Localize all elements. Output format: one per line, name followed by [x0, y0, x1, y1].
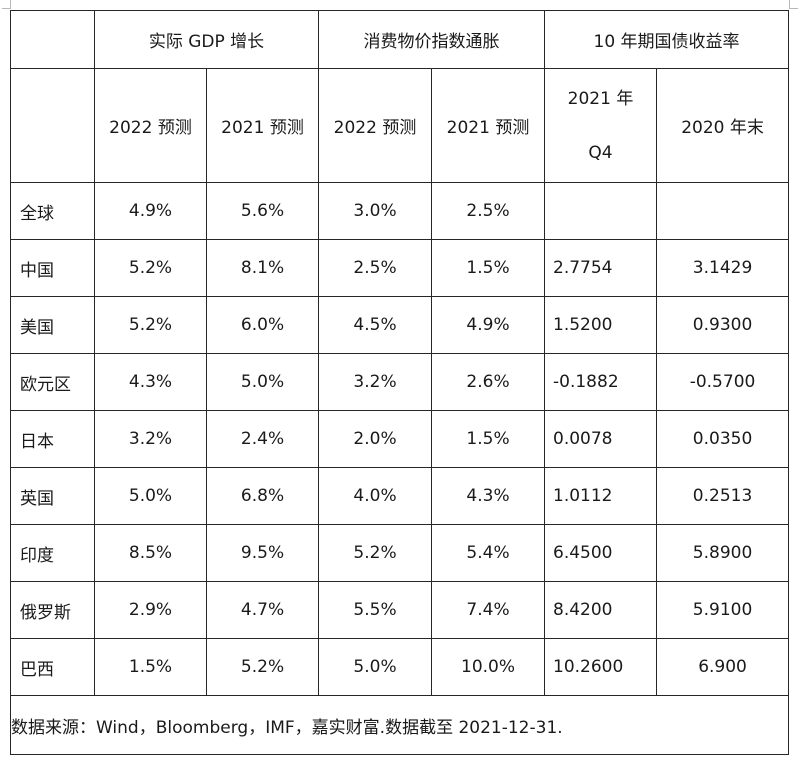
table-row: 俄罗斯 2.9% 4.7% 5.5% 7.4% 8.4200 5.9100 [10, 581, 790, 639]
region-cell: 中国 [10, 239, 95, 297]
table-row: 巴西 1.5% 5.2% 5.0% 10.0% 10.2600 6.900 [10, 638, 790, 696]
cpi-2021-cell: 1.5% [431, 239, 546, 297]
header-cpi-2022-forecast: 2022 预测 [318, 68, 433, 183]
cpi-2021-cell: 4.9% [431, 296, 546, 354]
cpi-2022-cell: 2.5% [318, 239, 433, 297]
bond-2020-cell: 3.1429 [656, 239, 790, 297]
cpi-2021-cell: 5.4% [431, 524, 546, 582]
header-gdp-2022-forecast: 2022 预测 [94, 68, 207, 183]
gdp-2022-cell: 4.3% [94, 353, 207, 411]
region-cell: 英国 [10, 467, 95, 525]
region-cell: 全球 [10, 182, 95, 240]
cpi-2022-cell: 5.5% [318, 581, 433, 639]
gdp-2021-cell: 5.2% [205, 638, 320, 696]
bond-q4-cell: 8.4200 [544, 581, 658, 639]
header-bond-2021-q4: 2021 年 Q4 [544, 68, 658, 183]
cpi-2022-cell: 3.0% [318, 182, 433, 240]
gdp-2022-cell: 2.9% [94, 581, 207, 639]
source-note: 数据来源：Wind，Bloomberg，IMF，嘉实财富.数据截至 2021-1… [9, 695, 790, 755]
gdp-2021-cell: 9.5% [205, 524, 320, 582]
gdp-2022-cell: 1.5% [94, 638, 207, 696]
bond-2020-cell: -0.5700 [656, 353, 790, 411]
bond-q4-cell: 0.0078 [544, 410, 658, 468]
page-corner-mark-left [2, 0, 11, 9]
gdp-2021-cell: 5.0% [205, 353, 320, 411]
header-10y-bond-yield: 10 年期国债收益率 [544, 10, 790, 69]
table-row: 印度 8.5% 9.5% 5.2% 5.4% 6.4500 5.8900 [10, 524, 790, 582]
header-bond-2021-q4-year: 2021 年 [567, 88, 634, 109]
gdp-2021-cell: 4.7% [205, 581, 320, 639]
header-gdp-2021-forecast: 2021 预测 [205, 68, 320, 183]
header-cpi-2021-forecast: 2021 预测 [431, 68, 546, 183]
gdp-2022-cell: 5.2% [94, 296, 207, 354]
gdp-2021-cell: 6.8% [205, 467, 320, 525]
header-group-row: 实际 GDP 增长 消费物价指数通胀 10 年期国债收益率 [10, 10, 790, 69]
cpi-2022-cell: 4.0% [318, 467, 433, 525]
region-cell: 日本 [10, 410, 95, 468]
gdp-2021-cell: 6.0% [205, 296, 320, 354]
region-cell: 印度 [10, 524, 95, 582]
cpi-2022-cell: 4.5% [318, 296, 433, 354]
cpi-2021-cell: 2.6% [431, 353, 546, 411]
cpi-2022-cell: 5.0% [318, 638, 433, 696]
bond-2020-cell [656, 182, 790, 240]
cpi-2022-cell: 3.2% [318, 353, 433, 411]
gdp-2022-cell: 5.2% [94, 239, 207, 297]
bond-q4-cell: 2.7754 [544, 239, 658, 297]
region-cell: 俄罗斯 [10, 581, 95, 639]
table-row: 中国 5.2% 8.1% 2.5% 1.5% 2.7754 3.1429 [10, 239, 790, 297]
region-cell: 巴西 [10, 638, 95, 696]
bond-2020-cell: 5.9100 [656, 581, 790, 639]
bond-q4-cell: 6.4500 [544, 524, 658, 582]
bond-q4-cell: 1.0112 [544, 467, 658, 525]
bond-q4-cell: -0.1882 [544, 353, 658, 411]
header-gdp-growth: 实际 GDP 增长 [93, 10, 320, 69]
bond-q4-cell: 10.2600 [544, 638, 658, 696]
macro-forecast-table: 实际 GDP 增长 消费物价指数通胀 10 年期国债收益率 2022 预测 20… [9, 10, 790, 755]
source-note-row: 数据来源：Wind，Bloomberg，IMF，嘉实财富.数据截至 2021-1… [9, 695, 790, 755]
gdp-2022-cell: 8.5% [94, 524, 207, 582]
table-row: 英国 5.0% 6.8% 4.0% 4.3% 1.0112 0.2513 [10, 467, 790, 525]
table-row: 全球 4.9% 5.6% 3.0% 2.5% [10, 182, 790, 240]
cpi-2021-cell: 4.3% [431, 467, 546, 525]
gdp-2021-cell: 2.4% [205, 410, 320, 468]
bond-q4-cell: 1.5200 [544, 296, 658, 354]
cpi-2021-cell: 10.0% [431, 638, 546, 696]
region-cell: 美国 [10, 296, 95, 354]
cpi-2021-cell: 7.4% [431, 581, 546, 639]
header-sub-corner-cell [10, 68, 95, 183]
gdp-2021-cell: 8.1% [205, 239, 320, 297]
cpi-2022-cell: 5.2% [318, 524, 433, 582]
gdp-2021-cell: 5.6% [205, 182, 320, 240]
bond-2020-cell: 0.2513 [656, 467, 790, 525]
table-row: 美国 5.2% 6.0% 4.5% 4.9% 1.5200 0.9300 [10, 296, 790, 354]
header-bond-2020-end: 2020 年末 [656, 68, 790, 183]
table-row: 欧元区 4.3% 5.0% 3.2% 2.6% -0.1882 -0.5700 [10, 353, 790, 411]
cpi-2021-cell: 1.5% [431, 410, 546, 468]
header-corner-cell [10, 10, 95, 69]
header-cpi-inflation: 消费物价指数通胀 [318, 10, 546, 69]
bond-2020-cell: 6.900 [656, 638, 790, 696]
bond-2020-cell: 0.9300 [656, 296, 790, 354]
bond-q4-cell [544, 182, 658, 240]
bond-2020-cell: 0.0350 [656, 410, 790, 468]
header-sub-row: 2022 预测 2021 预测 2022 预测 2021 预测 2021 年 Q… [10, 68, 790, 183]
region-cell: 欧元区 [10, 353, 95, 411]
bond-2020-cell: 5.8900 [656, 524, 790, 582]
cpi-2021-cell: 2.5% [431, 182, 546, 240]
page-corner-mark-right [789, 0, 798, 9]
gdp-2022-cell: 5.0% [94, 467, 207, 525]
header-bond-2021-q4-quarter: Q4 [588, 142, 613, 163]
table-row: 日本 3.2% 2.4% 2.0% 1.5% 0.0078 0.0350 [10, 410, 790, 468]
gdp-2022-cell: 3.2% [94, 410, 207, 468]
gdp-2022-cell: 4.9% [94, 182, 207, 240]
cpi-2022-cell: 2.0% [318, 410, 433, 468]
